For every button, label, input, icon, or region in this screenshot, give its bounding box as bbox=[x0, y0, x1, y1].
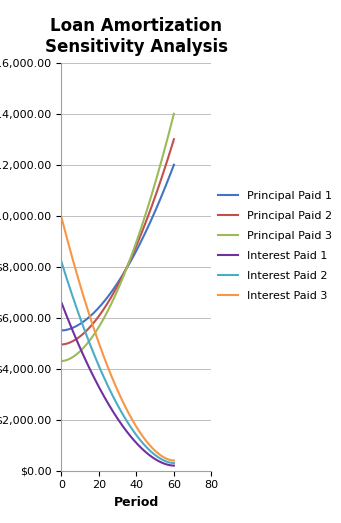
Interest Paid 1 bbox=[80, 350, 84, 356]
Principal Paid 3 bbox=[59, 358, 63, 364]
Interest Paid 2 bbox=[172, 460, 176, 466]
Interest Paid 1 bbox=[59, 299, 63, 305]
Interest Paid 3 bbox=[80, 289, 84, 295]
Interest Paid 3 bbox=[66, 240, 70, 246]
Interest Paid 2 bbox=[162, 458, 166, 464]
Principal Paid 1 bbox=[80, 320, 84, 326]
Line: Interest Paid 3: Interest Paid 3 bbox=[61, 217, 174, 461]
Interest Paid 3 bbox=[162, 454, 166, 461]
Principal Paid 3 bbox=[80, 346, 84, 352]
Interest Paid 2 bbox=[89, 345, 93, 351]
Interest Paid 1 bbox=[89, 369, 93, 376]
Interest Paid 1 bbox=[64, 311, 68, 317]
Interest Paid 3 bbox=[89, 318, 93, 324]
Principal Paid 3 bbox=[166, 132, 170, 139]
Line: Principal Paid 2: Principal Paid 2 bbox=[61, 139, 174, 345]
X-axis label: Period: Period bbox=[114, 496, 159, 509]
Principal Paid 3 bbox=[172, 110, 176, 117]
Interest Paid 2 bbox=[66, 280, 70, 286]
Interest Paid 1 bbox=[66, 316, 70, 323]
Principal Paid 3 bbox=[66, 356, 70, 362]
Interest Paid 3 bbox=[59, 214, 63, 220]
Principal Paid 2 bbox=[89, 322, 93, 328]
Interest Paid 1 bbox=[162, 461, 166, 467]
Principal Paid 2 bbox=[172, 136, 176, 142]
Principal Paid 3 bbox=[162, 147, 166, 154]
Principal Paid 2 bbox=[80, 332, 84, 338]
Principal Paid 3 bbox=[64, 357, 68, 363]
Principal Paid 1 bbox=[172, 162, 176, 168]
Principal Paid 1 bbox=[89, 312, 93, 319]
Principal Paid 2 bbox=[162, 167, 166, 173]
Line: Interest Paid 1: Interest Paid 1 bbox=[61, 302, 174, 465]
Interest Paid 2 bbox=[80, 321, 84, 327]
Principal Paid 1 bbox=[166, 176, 170, 183]
Principal Paid 1 bbox=[64, 327, 68, 333]
Line: Principal Paid 3: Principal Paid 3 bbox=[61, 113, 174, 361]
Principal Paid 1 bbox=[162, 186, 166, 192]
Interest Paid 1 bbox=[172, 462, 176, 469]
Interest Paid 2 bbox=[59, 258, 63, 265]
Legend: Principal Paid 1, Principal Paid 2, Principal Paid 3, Interest Paid 1, Interest : Principal Paid 1, Principal Paid 2, Prin… bbox=[219, 191, 332, 301]
Line: Interest Paid 2: Interest Paid 2 bbox=[61, 262, 174, 463]
Principal Paid 1 bbox=[66, 326, 70, 333]
Interest Paid 2 bbox=[166, 459, 170, 465]
Interest Paid 3 bbox=[64, 231, 68, 237]
Interest Paid 1 bbox=[166, 462, 170, 468]
Interest Paid 3 bbox=[166, 456, 170, 462]
Principal Paid 2 bbox=[59, 342, 63, 348]
Title: Loan Amortization
Sensitivity Analysis: Loan Amortization Sensitivity Analysis bbox=[45, 17, 228, 55]
Interest Paid 2 bbox=[64, 273, 68, 279]
Principal Paid 2 bbox=[166, 154, 170, 161]
Line: Principal Paid 1: Principal Paid 1 bbox=[61, 165, 174, 331]
Principal Paid 2 bbox=[66, 340, 70, 346]
Principal Paid 3 bbox=[89, 335, 93, 342]
Principal Paid 1 bbox=[59, 327, 63, 334]
Principal Paid 2 bbox=[64, 340, 68, 347]
Interest Paid 3 bbox=[172, 457, 176, 464]
